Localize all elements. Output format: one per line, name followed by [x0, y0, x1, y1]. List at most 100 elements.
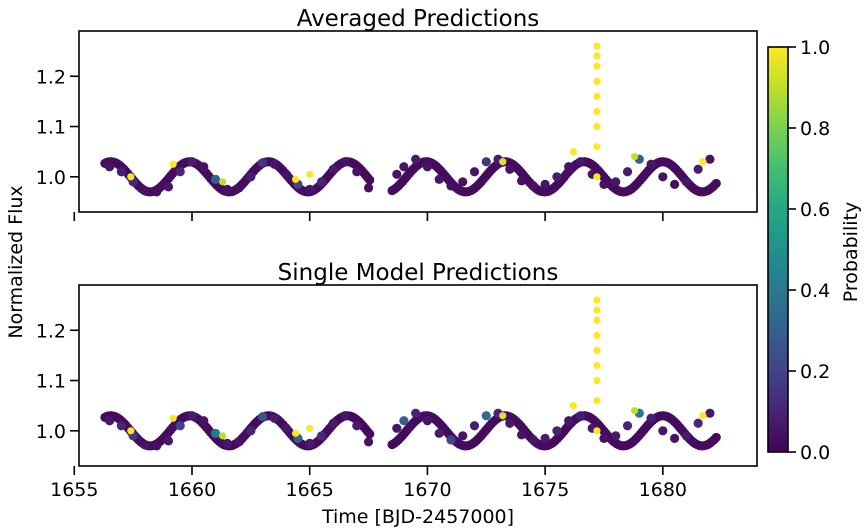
data-point-single-model — [670, 433, 680, 443]
data-point-single-model — [611, 431, 621, 441]
data-point-averaged — [269, 159, 279, 169]
data-point-averaged — [305, 184, 315, 194]
colorbar-tick-label: 1.0 — [800, 37, 830, 59]
flare-point-single-model — [291, 429, 300, 437]
data-point-single-model — [305, 438, 315, 448]
data-point-averaged — [140, 186, 150, 196]
data-point-single-model — [281, 423, 291, 433]
data-point-averaged — [564, 162, 574, 172]
data-point-averaged — [681, 177, 691, 187]
data-point-single-model — [152, 441, 162, 451]
flare-point-averaged — [127, 173, 135, 181]
flare-point-averaged — [169, 160, 177, 168]
flare-point-averaged — [306, 170, 314, 178]
data-point-averaged — [152, 187, 162, 197]
x-tick-label: 1660 — [168, 479, 216, 501]
data-point-averaged — [246, 172, 256, 182]
flare-point-averaged — [699, 158, 707, 166]
y-tick-label: 1.1 — [36, 117, 66, 139]
data-point-averaged — [516, 176, 527, 186]
data-point-single-model — [564, 416, 574, 426]
data-point-single-model — [328, 418, 338, 428]
x-tick-label: 1655 — [50, 479, 98, 501]
data-point-single-model — [658, 426, 668, 436]
baseline-point-averaged — [365, 175, 375, 185]
data-point-averaged — [411, 154, 421, 164]
data-point-averaged — [258, 158, 268, 168]
plot-area-averaged — [78, 30, 758, 213]
flare-point-averaged — [569, 148, 577, 156]
data-point-single-model — [140, 440, 150, 450]
data-point-averaged — [552, 172, 562, 182]
flare-point-single-model — [219, 432, 227, 440]
scatter-marks-single-model — [100, 296, 721, 451]
data-point-averaged — [458, 177, 468, 187]
data-point-single-model — [469, 421, 480, 431]
data-point-single-model — [540, 433, 550, 443]
colorbar-ticks: 0.0 0.2 0.4 0.6 0.8 1.0 — [788, 37, 830, 464]
data-point-averaged — [469, 167, 480, 177]
data-point-averaged — [540, 179, 550, 189]
data-point-single-model — [528, 435, 538, 445]
colorbar-tick-label: 0.2 — [800, 361, 830, 383]
data-point-averaged — [281, 169, 291, 179]
flare-point-single-model — [593, 346, 601, 354]
flare-point-averaged — [630, 153, 639, 161]
flare-point-averaged — [593, 42, 601, 50]
flare-point-single-model — [593, 331, 601, 339]
data-point-averaged — [340, 157, 350, 167]
x-tick-label: 1665 — [286, 479, 334, 501]
flare-point-single-model — [499, 412, 507, 420]
flare-point-averaged — [593, 143, 601, 151]
data-point-single-model — [352, 421, 362, 431]
flare-point-single-model — [593, 296, 601, 304]
chart-title-averaged: Averaged Predictions — [297, 6, 540, 32]
data-point-averaged — [622, 167, 633, 177]
flare-point-averaged — [593, 122, 601, 131]
data-point-averaged — [316, 177, 327, 187]
data-point-averaged — [105, 162, 115, 172]
data-point-single-model — [246, 426, 256, 436]
data-point-averaged — [599, 179, 609, 189]
data-point-single-model — [599, 433, 609, 443]
data-point-single-model — [422, 416, 433, 426]
flare-point-single-model — [593, 397, 601, 405]
data-point-averaged — [199, 162, 209, 172]
colorbar-tick-label: 0.6 — [800, 199, 830, 221]
data-point-single-model — [411, 408, 421, 418]
flare-point-single-model — [593, 306, 601, 314]
chart-title-single-model: Single Model Predictions — [278, 260, 559, 286]
flare-point-single-model — [630, 407, 639, 415]
data-point-single-model — [434, 428, 444, 438]
data-point-single-model — [575, 411, 586, 421]
y-tick-label: 1.0 — [36, 421, 66, 443]
data-point-single-model — [210, 428, 221, 438]
data-point-averaged — [163, 182, 174, 192]
averaged-predictions-panel: Averaged Predictions 1.0 1.1 1.2 — [36, 6, 758, 221]
x-axis-single-model: 1655 1660 1665 1670 1675 1680 — [50, 466, 687, 501]
x-axis-label: Time [BJD-2457000] — [321, 506, 514, 528]
data-point-averaged — [505, 164, 515, 174]
data-point-averaged — [175, 167, 185, 177]
x-axis-averaged — [73, 212, 664, 221]
data-point-single-model — [187, 411, 197, 421]
y-tick-label: 1.2 — [36, 66, 66, 88]
y-tick-label: 1.0 — [36, 167, 66, 189]
flare-point-averaged — [593, 62, 601, 70]
data-point-single-model — [258, 412, 268, 422]
colorbar: 0.0 0.2 0.4 0.6 0.8 1.0 Probability — [767, 37, 862, 464]
data-point-single-model — [234, 437, 244, 447]
data-point-single-model — [340, 411, 350, 421]
data-point-single-model — [481, 411, 491, 421]
single-model-predictions-panel: Single Model Predictions 1.01.11.2 1655 1… — [36, 260, 758, 528]
colorbar-gradient — [767, 46, 789, 453]
y-tick-label: 1.2 — [36, 320, 66, 342]
flare-point-single-model — [127, 427, 135, 435]
data-point-averaged — [658, 172, 668, 182]
data-point-single-model — [622, 421, 633, 431]
data-point-averaged — [693, 164, 703, 174]
data-point-averaged — [363, 183, 374, 193]
flare-point-single-model — [593, 376, 601, 385]
data-point-single-model — [269, 413, 279, 423]
